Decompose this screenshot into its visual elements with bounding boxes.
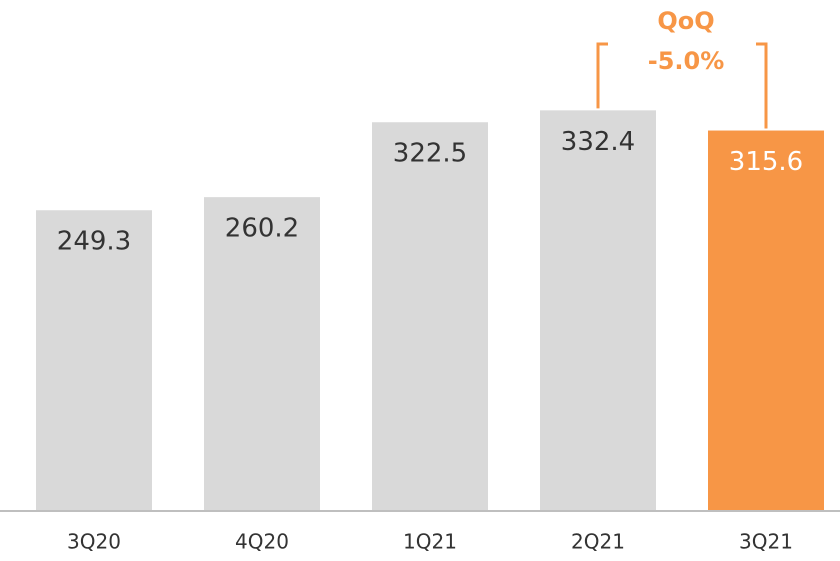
value-label: 332.4 [561, 127, 635, 157]
bar [540, 110, 656, 510]
x-tick-label: 3Q21 [739, 530, 793, 554]
x-tick-label: 1Q21 [403, 530, 457, 554]
bar [36, 210, 152, 510]
x-tick-label: 3Q20 [67, 530, 121, 554]
annotation-bracket [596, 42, 768, 129]
value-label: 249.3 [57, 227, 131, 257]
annotation-text: -5.0% [648, 47, 725, 75]
x-tick-label: 2Q21 [571, 530, 625, 554]
value-label: 260.2 [225, 214, 299, 244]
bar [708, 130, 824, 510]
annotation-title: QoQ [657, 7, 714, 35]
x-tick-label: 4Q20 [235, 530, 289, 554]
bar [372, 122, 488, 510]
value-label: 322.5 [393, 139, 467, 169]
value-label: 315.6 [729, 147, 803, 177]
bar [204, 197, 320, 510]
